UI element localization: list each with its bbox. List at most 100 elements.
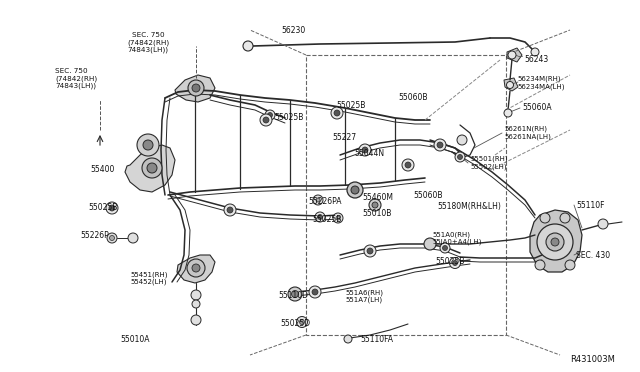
Circle shape <box>367 248 373 254</box>
Text: 55025D: 55025D <box>280 318 310 327</box>
Text: SEC. 750
(74842(RH)
74843(LH)): SEC. 750 (74842(RH) 74843(LH)) <box>55 68 97 89</box>
Circle shape <box>106 202 118 214</box>
Text: 55226PA: 55226PA <box>308 198 342 206</box>
Text: 55060B: 55060B <box>398 93 428 102</box>
Circle shape <box>455 152 465 162</box>
Circle shape <box>537 224 573 260</box>
Circle shape <box>405 162 411 168</box>
Polygon shape <box>177 255 215 283</box>
Circle shape <box>452 260 458 266</box>
Text: 55180M(RH&LH): 55180M(RH&LH) <box>437 202 501 212</box>
Circle shape <box>142 158 162 178</box>
Circle shape <box>128 233 138 243</box>
Text: 56261N(RH)
56261NA(LH): 56261N(RH) 56261NA(LH) <box>504 126 551 140</box>
Text: 55025B: 55025B <box>274 113 303 122</box>
Polygon shape <box>504 78 518 91</box>
Text: 55025B: 55025B <box>312 215 341 224</box>
Circle shape <box>504 109 512 117</box>
Circle shape <box>440 243 450 253</box>
Circle shape <box>309 286 321 298</box>
Text: 55025B: 55025B <box>336 102 365 110</box>
Circle shape <box>268 112 273 118</box>
Circle shape <box>296 317 307 327</box>
Circle shape <box>243 41 253 51</box>
Circle shape <box>192 300 200 308</box>
Text: 55110FA: 55110FA <box>360 336 393 344</box>
Circle shape <box>437 142 443 148</box>
Circle shape <box>107 233 117 243</box>
Circle shape <box>540 213 550 223</box>
Text: 55400: 55400 <box>90 166 115 174</box>
Text: 55025B: 55025B <box>435 257 465 266</box>
Text: 55110F: 55110F <box>576 201 605 209</box>
Circle shape <box>506 81 513 89</box>
Text: 551A0(RH)
55JA0+A4(LH): 551A0(RH) 55JA0+A4(LH) <box>432 231 481 245</box>
Circle shape <box>364 245 376 257</box>
Text: 55060B: 55060B <box>413 190 442 199</box>
Circle shape <box>143 140 153 150</box>
Circle shape <box>147 163 157 173</box>
Circle shape <box>312 289 318 295</box>
Circle shape <box>109 235 115 241</box>
Circle shape <box>362 147 368 153</box>
Text: 55227: 55227 <box>332 134 356 142</box>
Text: 56243: 56243 <box>524 55 548 64</box>
Polygon shape <box>125 145 175 192</box>
Circle shape <box>192 84 200 92</box>
Circle shape <box>191 290 201 300</box>
Circle shape <box>334 110 340 116</box>
Circle shape <box>369 199 381 211</box>
Text: 55460M: 55460M <box>362 192 393 202</box>
Circle shape <box>109 205 115 211</box>
Text: 55010A: 55010A <box>120 336 150 344</box>
Circle shape <box>551 238 559 246</box>
Polygon shape <box>507 48 522 62</box>
Circle shape <box>313 195 323 205</box>
Circle shape <box>347 182 363 198</box>
Circle shape <box>265 110 275 120</box>
Circle shape <box>227 207 233 213</box>
Circle shape <box>315 212 325 222</box>
Circle shape <box>263 117 269 123</box>
Text: 551A6(RH)
551A7(LH): 551A6(RH) 551A7(LH) <box>345 289 383 303</box>
Circle shape <box>565 260 575 270</box>
Circle shape <box>288 287 302 301</box>
Text: 55060A: 55060A <box>522 103 552 112</box>
Text: 55451(RH)
55452(LH): 55451(RH) 55452(LH) <box>130 271 168 285</box>
Text: R431003M: R431003M <box>570 356 615 365</box>
Circle shape <box>300 320 305 324</box>
Circle shape <box>188 80 204 96</box>
Circle shape <box>331 107 343 119</box>
Text: 55044N: 55044N <box>354 148 384 157</box>
Text: 55226P: 55226P <box>80 231 109 241</box>
Text: 55501(RH)
55502(LH): 55501(RH) 55502(LH) <box>470 156 508 170</box>
Circle shape <box>535 260 545 270</box>
Circle shape <box>434 139 446 151</box>
Polygon shape <box>530 210 582 272</box>
Text: 56230: 56230 <box>281 26 305 35</box>
Circle shape <box>442 246 447 250</box>
Circle shape <box>192 264 200 272</box>
Circle shape <box>351 186 359 194</box>
Circle shape <box>402 159 414 171</box>
Circle shape <box>333 213 343 223</box>
Text: 55110D: 55110D <box>278 292 308 301</box>
Circle shape <box>508 51 516 59</box>
Circle shape <box>336 216 340 220</box>
Circle shape <box>260 114 272 126</box>
Circle shape <box>458 154 463 160</box>
Text: SEC. 750
(74842(RH)
74843(LH)): SEC. 750 (74842(RH) 74843(LH)) <box>127 32 169 53</box>
Circle shape <box>191 315 201 325</box>
Circle shape <box>598 219 608 229</box>
Circle shape <box>449 257 461 269</box>
Circle shape <box>560 213 570 223</box>
Polygon shape <box>175 75 215 102</box>
Text: 55010B: 55010B <box>362 208 392 218</box>
Text: 56234M(RH)
56234MA(LH): 56234M(RH) 56234MA(LH) <box>517 76 564 90</box>
Circle shape <box>224 204 236 216</box>
Text: 55025B: 55025B <box>88 203 117 212</box>
Circle shape <box>546 233 564 251</box>
Circle shape <box>344 335 352 343</box>
Circle shape <box>359 144 371 156</box>
Circle shape <box>291 291 298 298</box>
